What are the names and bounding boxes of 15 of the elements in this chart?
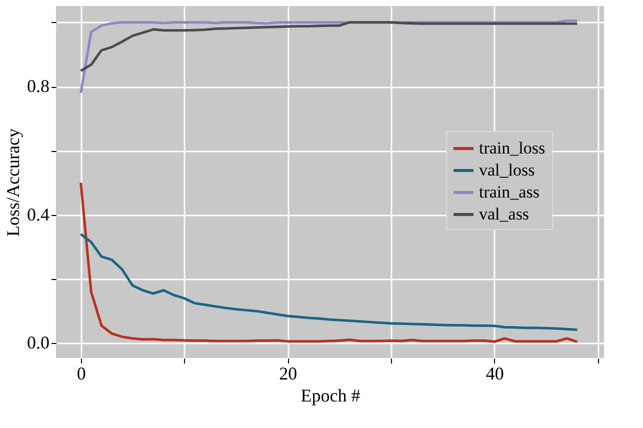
y-tick-label: 0.8: [27, 76, 50, 96]
legend-label: train_loss: [479, 138, 546, 158]
legend-label: val_loss: [479, 160, 535, 180]
line-series: [80, 232, 578, 332]
y-tick-label: 0.4: [27, 204, 50, 224]
legend-label: val_ass: [479, 204, 530, 224]
y-tick-label: 0.0: [27, 332, 50, 353]
x-tick-label: 20: [279, 364, 298, 384]
y-axis-title: Loss/Accuracy: [3, 128, 23, 236]
legend-label: train_ass: [479, 182, 540, 202]
line-series: [80, 182, 578, 343]
line-series: [80, 21, 578, 72]
x-tick-label: 40: [486, 364, 504, 384]
x-axis-title: Epoch #: [300, 386, 360, 406]
x-tick-label: 0: [76, 364, 86, 384]
